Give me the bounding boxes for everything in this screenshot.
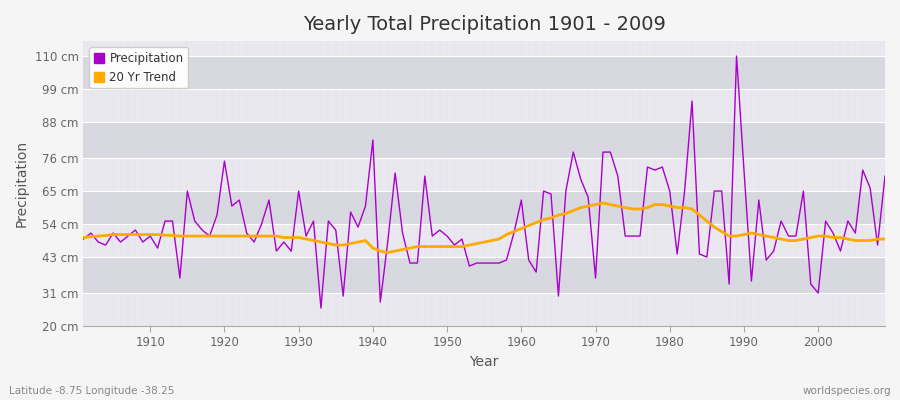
Bar — [84, 56, 885, 89]
20 Yr Trend — [598, 201, 608, 206]
20 Yr Trend — [138, 232, 148, 237]
20 Yr Trend — [620, 205, 631, 210]
20 Yr Trend — [879, 237, 890, 242]
Text: worldspecies.org: worldspecies.org — [803, 386, 891, 396]
Y-axis label: Precipitation: Precipitation — [15, 140, 29, 227]
Precipitation — [523, 258, 534, 262]
Bar — [84, 89, 885, 122]
Bar — [84, 257, 885, 293]
Bar — [84, 293, 885, 326]
Precipitation — [138, 240, 148, 244]
Bar — [84, 122, 885, 158]
20 Yr Trend — [516, 226, 526, 231]
Precipitation — [78, 237, 89, 242]
20 Yr Trend — [301, 237, 311, 242]
X-axis label: Year: Year — [470, 355, 499, 369]
Precipitation — [301, 234, 311, 238]
Precipitation — [353, 225, 364, 230]
Text: Latitude -8.75 Longitude -38.25: Latitude -8.75 Longitude -38.25 — [9, 386, 175, 396]
Precipitation — [516, 198, 526, 202]
Legend: Precipitation, 20 Yr Trend: Precipitation, 20 Yr Trend — [89, 47, 188, 88]
20 Yr Trend — [346, 241, 356, 246]
20 Yr Trend — [78, 235, 89, 240]
Bar — [84, 158, 885, 191]
20 Yr Trend — [382, 250, 393, 255]
Title: Yearly Total Precipitation 1901 - 2009: Yearly Total Precipitation 1901 - 2009 — [302, 15, 666, 34]
Bar — [84, 191, 885, 224]
Bar — [84, 224, 885, 257]
Precipitation — [879, 174, 890, 178]
Precipitation — [731, 54, 742, 58]
20 Yr Trend — [523, 223, 534, 228]
Line: 20 Yr Trend: 20 Yr Trend — [84, 203, 885, 252]
Precipitation — [612, 174, 623, 178]
Line: Precipitation: Precipitation — [84, 56, 885, 308]
Precipitation — [316, 306, 327, 310]
